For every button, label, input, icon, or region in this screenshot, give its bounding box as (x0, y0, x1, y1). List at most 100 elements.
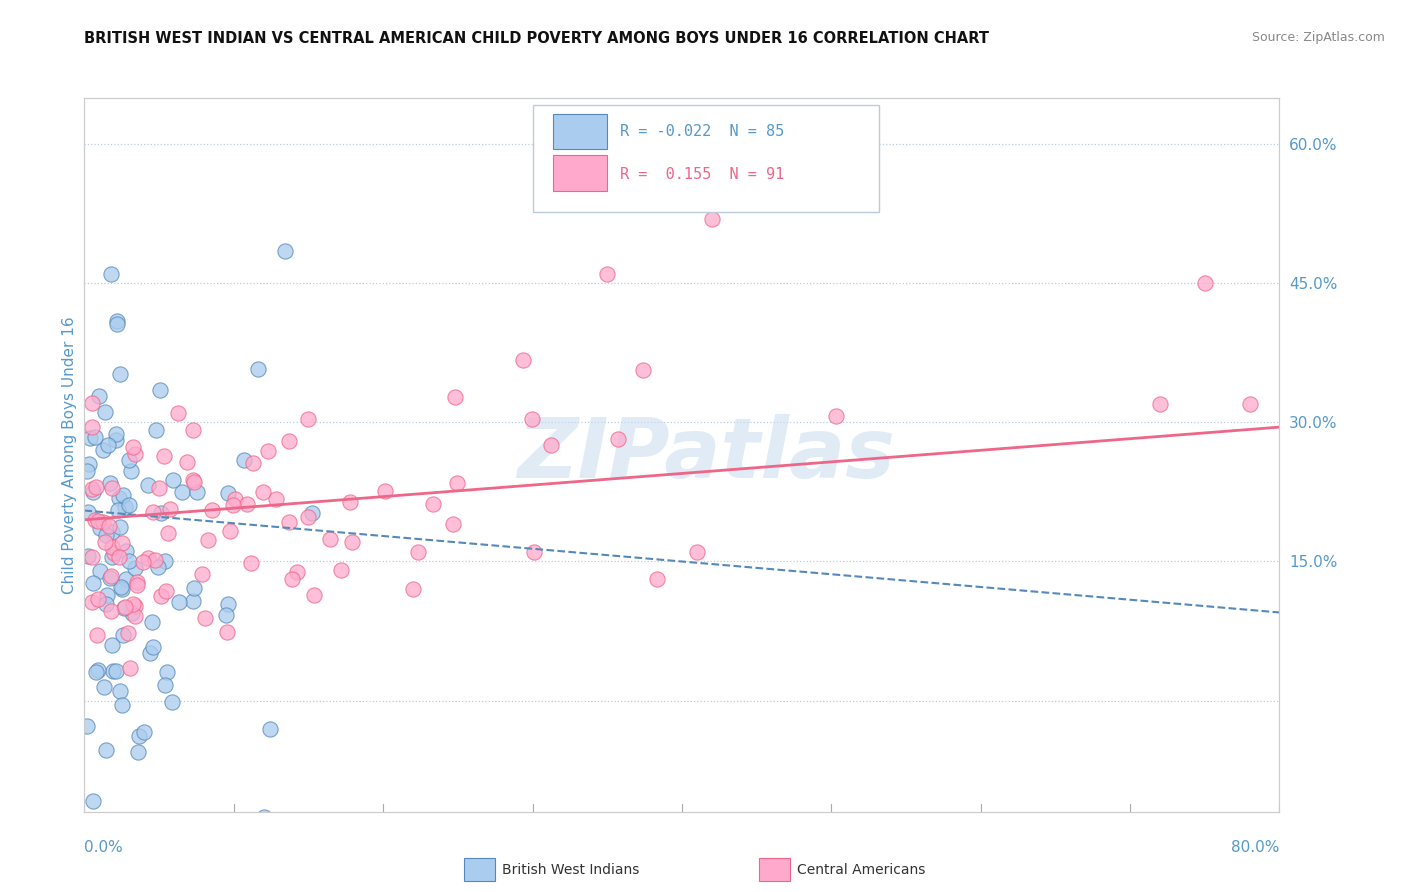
Point (194, 611, 217, 625)
Point (153, 554, 176, 568)
Point (105, 313, 128, 327)
Point (301, 506, 323, 520)
Point (257, 444, 280, 458)
Point (190, 567, 212, 582)
Point (1239, 397, 1261, 411)
Point (136, 551, 159, 566)
Point (87, 514, 110, 528)
Point (110, 520, 132, 534)
Point (82, 794, 104, 808)
Point (183, 581, 205, 595)
Point (127, 575, 149, 590)
Point (105, 318, 128, 332)
Point (281, 572, 304, 586)
Point (77, 457, 100, 471)
Point (186, 485, 208, 500)
FancyBboxPatch shape (553, 114, 606, 150)
Point (103, 546, 125, 560)
Point (222, 498, 245, 512)
Point (252, 485, 274, 500)
Point (114, 599, 136, 614)
Point (138, 478, 160, 492)
Point (101, 549, 124, 564)
Point (80, 595, 103, 609)
Point (128, 729, 150, 743)
Point (645, 572, 668, 586)
Point (277, 434, 299, 448)
Point (302, 588, 325, 602)
Point (155, 678, 177, 692)
Point (169, 595, 191, 609)
Point (287, 565, 309, 579)
Point (686, 545, 709, 559)
Point (107, 503, 129, 517)
Point (112, 488, 135, 502)
Point (105, 434, 128, 448)
Point (120, 660, 142, 674)
Point (87, 389, 110, 403)
Point (512, 353, 534, 368)
Text: 0.0%: 0.0% (84, 840, 124, 855)
Point (87, 663, 110, 677)
Point (84, 513, 107, 527)
Point (105, 665, 128, 679)
Text: Source: ZipAtlas.com: Source: ZipAtlas.com (1251, 31, 1385, 45)
Point (87, 591, 110, 606)
Point (101, 481, 124, 495)
Point (170, 485, 193, 500)
Point (79, 431, 101, 445)
Point (77, 505, 100, 519)
Text: 80.0%: 80.0% (1232, 840, 1279, 855)
Text: Central Americans: Central Americans (797, 863, 925, 877)
Text: British West Indians: British West Indians (502, 863, 640, 877)
Point (120, 464, 142, 478)
Point (91, 515, 114, 529)
Point (84, 430, 107, 444)
Point (105, 426, 128, 441)
Point (596, 267, 619, 281)
Point (117, 626, 139, 640)
Point (607, 432, 630, 446)
Point (273, 244, 295, 258)
Point (406, 545, 429, 559)
Point (80, 482, 103, 496)
Point (242, 456, 264, 470)
Point (110, 580, 132, 594)
Point (197, 533, 219, 547)
Point (143, 552, 166, 566)
Point (155, 584, 177, 599)
Point (181, 473, 204, 487)
Point (139, 646, 162, 660)
Point (89, 564, 111, 578)
Point (112, 600, 135, 615)
Point (84, 665, 107, 679)
Text: ZIPatlas: ZIPatlas (517, 415, 894, 495)
Point (160, 696, 183, 710)
Point (252, 809, 274, 823)
Point (76, 549, 98, 563)
Point (117, 453, 139, 467)
Point (93, 405, 115, 419)
Point (96, 588, 118, 602)
Point (446, 476, 468, 491)
Point (89, 521, 111, 535)
Point (94, 528, 117, 542)
Point (142, 505, 165, 519)
Text: R =  0.155  N = 91: R = 0.155 N = 91 (620, 167, 785, 182)
Point (181, 594, 204, 608)
Point (374, 483, 396, 498)
Point (100, 604, 122, 618)
Point (153, 449, 176, 463)
Text: R = -0.022  N = 85: R = -0.022 N = 85 (620, 124, 785, 139)
Point (124, 599, 146, 614)
Point (111, 582, 134, 596)
Point (444, 390, 467, 404)
Point (297, 510, 319, 524)
Point (124, 609, 146, 624)
Point (86, 480, 108, 494)
Point (98, 571, 121, 585)
Point (319, 533, 342, 547)
Point (110, 698, 132, 713)
Point (122, 440, 145, 454)
Point (118, 498, 141, 512)
